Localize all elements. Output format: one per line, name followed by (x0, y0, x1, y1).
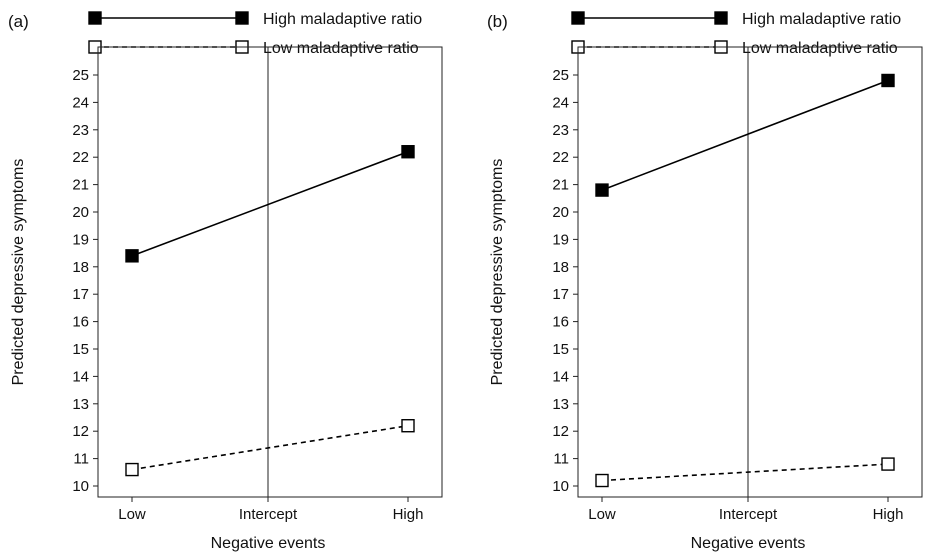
y-tick-label: 19 (552, 231, 569, 248)
y-tick-label: 11 (553, 451, 569, 468)
data-point (125, 249, 139, 263)
series-line (601, 463, 889, 482)
y-tick-label: 20 (72, 204, 89, 221)
y-tick-label: 12 (72, 423, 89, 440)
x-tick-label: Intercept (719, 506, 778, 523)
x-tick-label: High (873, 506, 904, 523)
y-tick-label: 10 (72, 478, 89, 495)
panel-label: (b) (487, 12, 508, 31)
plot-frame (577, 46, 923, 498)
y-tick-label: 24 (552, 94, 569, 111)
y-tick-label: 15 (72, 341, 89, 358)
series-high-maladaptive-ratio (125, 145, 415, 263)
plot-frame (97, 46, 443, 498)
x-tick-label: Intercept (239, 506, 298, 523)
legend-label: High maladaptive ratio (263, 11, 422, 28)
legend-marker-filled-square-icon (235, 11, 249, 25)
series-high-maladaptive-ratio (595, 73, 895, 197)
y-tick-label: 21 (552, 177, 569, 194)
y-tick-label: 21 (72, 177, 89, 194)
legend-item: High maladaptive ratio (571, 11, 901, 28)
y-tick-label: 13 (552, 396, 569, 413)
data-point (595, 183, 609, 197)
data-point (595, 473, 609, 488)
legend-marker-filled-square-icon (571, 11, 585, 25)
x-tick-label: High (393, 506, 424, 523)
x-axis-title: Negative events (211, 535, 326, 552)
x-tick-label: Low (118, 506, 146, 523)
series-low-maladaptive-ratio (595, 457, 895, 488)
series-low-maladaptive-ratio (125, 419, 415, 477)
data-point (125, 462, 139, 477)
chart-panel-b: (b) High maladaptive ratio Low maladaptive… (487, 11, 923, 552)
data-point (881, 457, 895, 471)
y-tick-label: 16 (552, 314, 569, 331)
legend-item: Low maladaptive ratio (88, 40, 419, 57)
y-tick-label: 15 (552, 341, 569, 358)
y-tick-label: 17 (72, 286, 89, 303)
panel-label: (a) (8, 12, 29, 31)
y-tick-label: 13 (72, 396, 89, 413)
series-line (131, 424, 409, 471)
y-tick-label: 12 (552, 423, 569, 440)
legend-item: High maladaptive ratio (88, 11, 422, 28)
y-tick-label: 20 (552, 204, 569, 221)
data-point (881, 73, 895, 88)
y-tick-label: 25 (552, 67, 569, 84)
y-tick-label: 19 (72, 231, 89, 248)
y-tick-label: 16 (72, 314, 89, 331)
y-tick-label: 23 (552, 122, 569, 139)
legend-label: High maladaptive ratio (742, 11, 901, 28)
y-tick-label: 24 (72, 94, 89, 111)
y-tick-label: 18 (72, 259, 89, 276)
y-tick-label: 22 (72, 149, 89, 166)
legend-marker-filled-square-icon (88, 11, 102, 25)
legend-label: Low maladaptive ratio (742, 40, 898, 57)
x-axis-title: Negative events (691, 535, 806, 552)
series-line (601, 79, 889, 191)
y-tick-label: 18 (552, 259, 569, 276)
y-tick-label: 23 (72, 122, 89, 139)
legend-label: Low maladaptive ratio (263, 40, 419, 57)
y-tick-label: 11 (73, 451, 89, 468)
series-line (131, 150, 409, 257)
legend-marker-filled-square-icon (714, 11, 728, 25)
y-tick-label: 14 (552, 368, 569, 385)
y-tick-label: 10 (552, 478, 569, 495)
data-point (401, 419, 415, 433)
y-axis-title: Predicted depressive symptoms (489, 159, 506, 386)
x-tick-label: Low (588, 506, 616, 523)
y-tick-label: 17 (552, 286, 569, 303)
y-tick-label: 25 (72, 67, 89, 84)
y-axis-title: Predicted depressive symptoms (10, 159, 27, 386)
chart-panel-a: (a) High maladaptive ratio Low maladaptive… (8, 11, 443, 552)
y-tick-label: 14 (72, 368, 89, 385)
data-point (401, 145, 415, 159)
y-tick-label: 22 (552, 149, 569, 166)
legend-item: Low maladaptive ratio (571, 40, 898, 57)
